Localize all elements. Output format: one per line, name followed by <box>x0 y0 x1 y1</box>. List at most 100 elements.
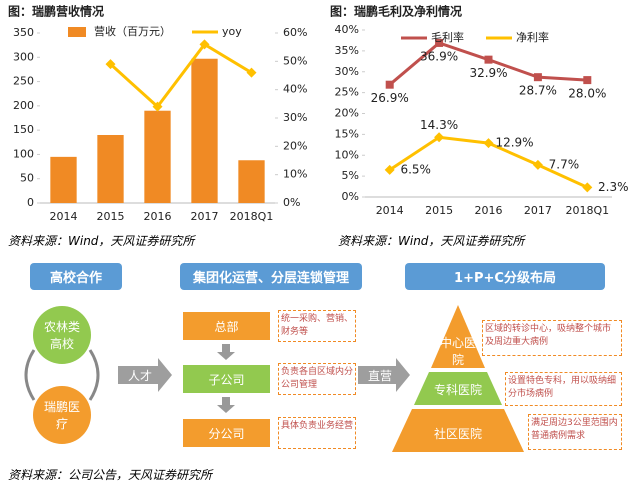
curve-arrow <box>24 349 36 401</box>
marker <box>532 159 543 170</box>
legend-label: 营收（百万元） <box>94 24 171 38</box>
curve-arrow <box>88 349 100 401</box>
hospital: 中心医院 <box>440 336 477 367</box>
chart-title: 图：瑞鹏毛利及净利情况 <box>330 4 462 19</box>
marker <box>105 59 116 70</box>
level-desc: 统一采购、营销、财务等 <box>278 310 356 342</box>
arrow <box>118 358 172 392</box>
x-tick-label: 2015 <box>97 210 125 223</box>
pyramid-top <box>431 305 485 368</box>
value-label: 7.7% <box>549 157 580 171</box>
x-tick-label: 2015 <box>425 204 453 217</box>
x-tick-label: 2018Q1 <box>230 210 274 223</box>
y2-tick-label: 0% <box>283 196 300 209</box>
y-tick-label: 25% <box>335 86 359 99</box>
y-tick-label: 200 <box>13 99 34 112</box>
y-tick-label: 30% <box>335 65 359 78</box>
marker <box>484 55 493 64</box>
marker <box>385 80 394 89</box>
partner: 瑞鹏医疗 <box>43 400 80 431</box>
value-label: 28.0% <box>568 87 606 101</box>
legend-label: yoy <box>222 25 242 38</box>
value-label: 2.3% <box>598 180 629 194</box>
down-arrow <box>217 397 235 413</box>
circle <box>33 386 91 444</box>
y-tick-label: 40% <box>335 23 359 36</box>
y-tick-label: 15% <box>335 127 359 140</box>
y2-tick-label: 40% <box>283 83 307 96</box>
source: 资料来源：公司公告，天风证券研究所 <box>8 468 213 482</box>
header: 1+P+C分级布局 <box>405 263 605 290</box>
bar <box>191 58 218 203</box>
line <box>109 42 253 109</box>
marker <box>435 38 444 47</box>
box <box>183 365 270 393</box>
x-tick-label: 2016 <box>475 204 503 217</box>
value-label: 6.5% <box>400 162 431 176</box>
marker <box>384 164 395 175</box>
y-tick-label: 5% <box>342 169 359 182</box>
source: 资料来源：Wind，天风证券研究所 <box>338 234 525 248</box>
x-tick-label: 2018Q1 <box>565 204 609 217</box>
pyramid-middle <box>414 372 502 405</box>
level: 子公司 <box>208 372 245 387</box>
y-tick-label: 35% <box>335 44 359 57</box>
legend-label: 净利率 <box>516 30 549 44</box>
bar <box>238 160 265 203</box>
x-tick-label: 2017 <box>524 204 552 217</box>
down-arrow <box>217 344 235 360</box>
bar <box>50 156 77 203</box>
header: 集团化运营、分层连锁管理 <box>180 263 362 290</box>
x-tick-label: 2016 <box>144 210 172 223</box>
y-tick-label: 300 <box>13 50 34 63</box>
y2-tick-label: 60% <box>283 26 307 39</box>
value-label: 36.9% <box>420 49 458 63</box>
arrow-label: 人才 <box>127 368 152 383</box>
y-tick-label: 10% <box>335 148 359 161</box>
y-tick-label: 150 <box>13 123 34 136</box>
marker <box>483 138 494 149</box>
marker <box>533 73 542 82</box>
bar <box>144 110 171 203</box>
hospital-desc: 区域的转诊中心，吸纳整个城市及周边重大病例 <box>482 320 622 356</box>
value-label: 12.9% <box>495 136 533 150</box>
x-tick-label: 2014 <box>376 204 404 217</box>
value-label: 26.9% <box>371 91 409 105</box>
x-tick-label: 2014 <box>50 210 78 223</box>
y2-tick-label: 20% <box>283 139 307 152</box>
arrow-label: 直营 <box>367 368 392 383</box>
box <box>183 312 270 340</box>
header: 高校合作 <box>30 263 122 290</box>
y2-tick-label: 50% <box>283 54 307 67</box>
y-tick-label: 0 <box>27 196 34 209</box>
y-tick-label: 250 <box>13 75 34 88</box>
value-label: 14.3% <box>420 118 458 132</box>
x-tick-label: 2017 <box>191 210 219 223</box>
marker <box>246 67 257 78</box>
hospital: 专科医院 <box>433 382 482 397</box>
box <box>183 419 270 447</box>
level: 分公司 <box>208 426 245 441</box>
level-desc: 具体负责业务经营 <box>278 417 356 449</box>
arrow <box>358 358 410 392</box>
marker <box>152 101 163 112</box>
y-tick-label: 0% <box>342 190 359 203</box>
y-tick-label: 100 <box>13 147 34 160</box>
diagram-shapes <box>24 305 524 452</box>
marker <box>583 76 592 85</box>
y-tick-label: 350 <box>13 26 34 39</box>
value-label: 28.7% <box>519 84 557 98</box>
marker <box>199 39 210 50</box>
value-label: 32.9% <box>469 66 507 80</box>
hospital-desc: 满足周边3公里范围内普通病例需求 <box>528 414 622 450</box>
bar <box>97 135 124 203</box>
level: 总部 <box>214 319 239 334</box>
legend-swatch <box>68 27 86 37</box>
circle <box>33 306 91 364</box>
marker <box>434 132 445 143</box>
hospital-desc: 设置特色专科，用以吸纳细分市场病例 <box>505 372 622 406</box>
marker <box>582 182 593 193</box>
pyramid-bottom <box>392 409 524 452</box>
